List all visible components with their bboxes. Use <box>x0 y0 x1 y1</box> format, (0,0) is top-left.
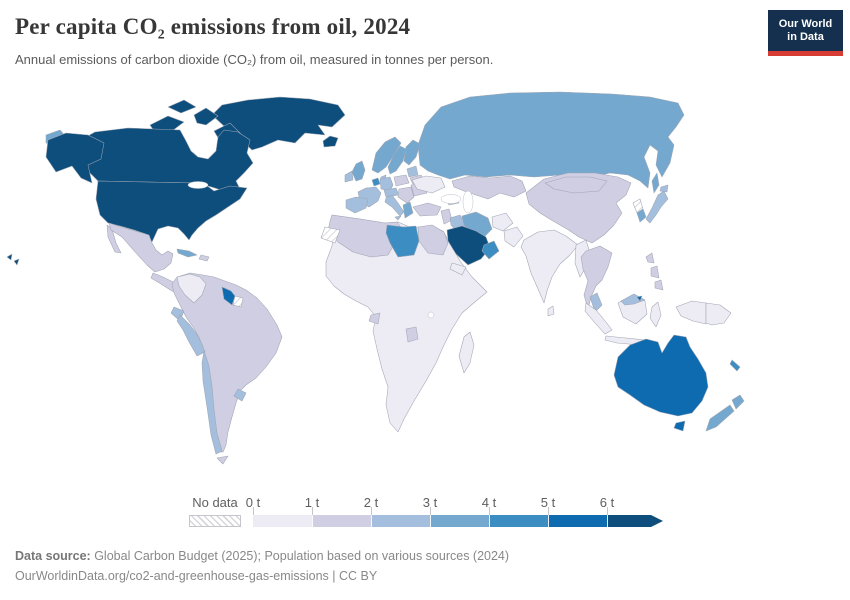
country-china[interactable] <box>525 172 632 244</box>
country-india[interactable] <box>520 229 579 304</box>
great-lakes <box>187 181 209 189</box>
country-chile[interactable] <box>201 350 223 455</box>
country-new-zealand-north[interactable] <box>731 394 745 410</box>
footer-source-text: Global Carbon Budget (2025); Population … <box>90 549 510 563</box>
lake-victoria <box>427 311 435 319</box>
legend-tick-3: 3 t <box>422 495 438 510</box>
country-united-states-hawaii[interactable] <box>6 253 20 266</box>
country-australia[interactable] <box>613 334 709 417</box>
country-yemen[interactable] <box>449 262 467 276</box>
country-gulf-states[interactable] <box>481 240 500 260</box>
country-libya[interactable] <box>385 224 420 258</box>
page-subtitle: Annual emissions of carbon dioxide (CO₂)… <box>15 52 494 67</box>
country-united-states-alaska[interactable] <box>45 132 105 184</box>
country-indonesia-papua[interactable] <box>675 300 707 325</box>
country-australia-tasmania[interactable] <box>673 420 686 432</box>
country-turkey[interactable] <box>412 202 442 217</box>
legend-bin-5 <box>548 515 607 527</box>
country-botswana[interactable] <box>405 326 419 343</box>
country-united-states[interactable] <box>95 180 248 243</box>
legend-bin-6-arrow <box>607 515 663 527</box>
country-afghanistan[interactable] <box>491 212 514 232</box>
legend-bin-2 <box>371 515 430 527</box>
country-united-kingdom[interactable] <box>351 160 366 182</box>
country-mexico[interactable] <box>108 222 174 273</box>
world-choropleth-map <box>0 85 850 495</box>
country-egypt[interactable] <box>417 224 449 256</box>
country-new-caledonia[interactable] <box>729 359 741 372</box>
country-colombia[interactable] <box>176 273 207 304</box>
country-malaysia[interactable] <box>589 292 603 313</box>
country-baltic-states[interactable] <box>406 165 419 178</box>
country-uruguay[interactable] <box>233 388 247 402</box>
country-peru[interactable] <box>176 314 206 357</box>
country-brunei[interactable] <box>636 295 643 302</box>
map-legend: No data 0 t 1 t 2 t 3 t 4 t 5 t 6 t <box>0 493 850 535</box>
country-indonesia-sumatra[interactable] <box>584 302 613 335</box>
country-tierra-del-fuego[interactable] <box>216 455 229 465</box>
country-poland[interactable] <box>393 174 410 187</box>
legend-color-bar[interactable] <box>253 502 673 528</box>
legend-tick-0: 0 t <box>245 495 261 510</box>
country-ireland[interactable] <box>344 170 354 183</box>
legend-tick-6: 6 t <box>599 495 615 510</box>
legend-bin-1 <box>312 515 371 527</box>
legend-no-data-swatch[interactable] <box>189 515 241 527</box>
country-ukraine[interactable] <box>411 175 446 194</box>
legend-no-data-label: No data <box>192 495 238 510</box>
owid-logo[interactable]: Our World in Data <box>768 10 843 56</box>
country-south-korea[interactable] <box>636 208 647 223</box>
country-balkans[interactable] <box>397 186 415 204</box>
country-sweden[interactable] <box>387 145 407 175</box>
country-papua-new-guinea[interactable] <box>705 302 732 326</box>
country-new-zealand-south[interactable] <box>705 404 735 432</box>
country-south-america[interactable] <box>171 272 283 453</box>
legend-bin-3 <box>430 515 489 527</box>
country-norway[interactable] <box>371 136 402 174</box>
country-western-sahara[interactable] <box>320 226 341 244</box>
country-canada-arctic-islands[interactable] <box>149 99 219 132</box>
country-cuba[interactable] <box>176 248 198 258</box>
legend-tick-1: 1 t <box>304 495 320 510</box>
country-italy[interactable] <box>384 194 405 221</box>
footer: Data source: Global Carbon Budget (2025)… <box>15 546 509 586</box>
country-germany[interactable] <box>379 176 394 192</box>
country-russia[interactable] <box>417 91 685 189</box>
country-guyana[interactable] <box>221 286 236 306</box>
country-finland[interactable] <box>403 139 421 166</box>
country-greece[interactable] <box>402 201 414 219</box>
legend-bin-0 <box>253 515 312 527</box>
footer-source-line: Data source: Global Carbon Budget (2025)… <box>15 546 509 566</box>
black-sea <box>440 194 462 204</box>
country-pakistan[interactable] <box>503 226 524 248</box>
country-madagascar[interactable] <box>458 331 475 374</box>
country-spain-portugal[interactable] <box>345 196 369 214</box>
country-japan[interactable] <box>645 184 669 224</box>
country-benelux[interactable] <box>371 177 381 187</box>
footer-link-line[interactable]: OurWorldinData.org/co2-and-greenhouse-ga… <box>15 569 378 583</box>
owid-logo-line1: Our World <box>778 17 833 30</box>
country-russia-sakhalin[interactable] <box>651 172 660 194</box>
footer-source-label: Data source: <box>15 549 91 563</box>
country-mongolia[interactable] <box>544 176 608 194</box>
country-indonesia-sulawesi[interactable] <box>649 301 662 328</box>
country-iceland[interactable] <box>322 135 339 148</box>
country-suriname[interactable] <box>232 295 244 308</box>
country-kazakhstan-central-asia[interactable] <box>451 175 527 200</box>
legend-tick-4: 4 t <box>481 495 497 510</box>
country-sri-lanka[interactable] <box>547 305 555 317</box>
owid-logo-line2: in Data <box>787 30 824 43</box>
legend-bin-4 <box>489 515 548 527</box>
country-gabon[interactable] <box>368 312 381 325</box>
page-title: Per capita CO₂ emissions from oil, 2024 <box>15 14 411 39</box>
legend-tick-2: 2 t <box>363 495 379 510</box>
legend-tick-5: 5 t <box>540 495 556 510</box>
country-iran[interactable] <box>461 211 493 238</box>
caspian-sea <box>462 190 474 214</box>
country-philippines[interactable] <box>645 252 664 291</box>
country-hispaniola[interactable] <box>198 254 210 262</box>
